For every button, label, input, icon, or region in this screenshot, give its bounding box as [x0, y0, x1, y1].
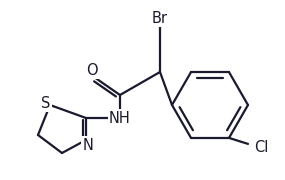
Text: NH: NH	[109, 111, 131, 125]
Text: O: O	[86, 62, 98, 78]
Text: S: S	[41, 96, 51, 111]
Text: N: N	[83, 138, 93, 152]
Text: Br: Br	[152, 10, 168, 26]
Text: Cl: Cl	[254, 140, 268, 155]
